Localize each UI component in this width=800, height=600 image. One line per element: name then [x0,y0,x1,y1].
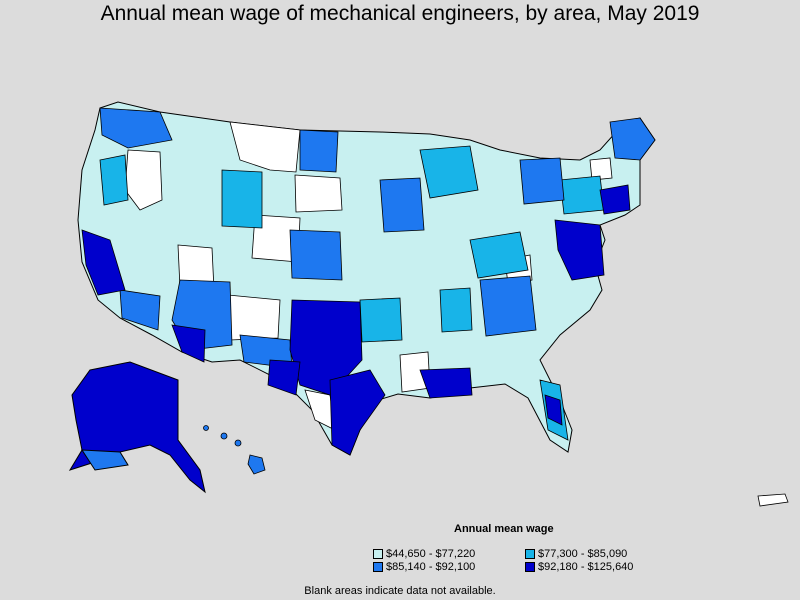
region-tier4 [419,367,473,399]
legend-item: $44,650 - $77,220 [373,548,475,560]
hawaii-island [220,432,228,440]
region-tier4 [544,394,563,426]
region-tier2 [439,287,473,333]
region-tier2 [419,145,479,199]
legend-item: $85,140 - $92,100 [373,561,475,573]
alaska [68,361,206,494]
hawaii-island [234,439,242,447]
hawaii-island [247,454,266,475]
region-no-data [294,174,343,213]
legend-swatch [373,549,383,559]
region-tier3 [99,107,173,149]
region-tier4 [171,324,206,363]
legend-swatch [525,562,535,572]
hawaii-island [203,425,209,431]
region-tier4 [599,184,631,215]
page-title: Annual mean wage of mechanical engineers… [100,2,700,25]
region-tier4 [554,219,605,281]
region-tier2 [469,231,529,279]
legend-item: $92,180 - $125,640 [525,561,633,573]
puerto-rico [757,493,789,507]
region-tier4 [289,299,363,396]
region-no-data [589,157,613,181]
legend-label: $92,180 - $125,640 [538,561,634,573]
region-tier3 [609,117,656,161]
region-no-data [229,121,301,173]
region-tier4 [267,359,301,396]
region-tier2 [359,297,403,343]
region-tier3 [119,289,161,331]
legend-label: $85,140 - $92,100 [386,561,476,573]
footnote: Blank areas indicate data not available. [304,585,496,597]
region-tier2 [99,154,129,206]
alaska-region [81,449,129,471]
region-tier3 [479,275,537,337]
legend-label: $44,650 - $77,220 [386,548,476,560]
region-tier2 [221,169,263,229]
legend-label: $77,300 - $85,090 [538,548,628,560]
legend-item: $77,300 - $85,090 [525,548,627,560]
legend-swatch [373,562,383,572]
region-tier3 [519,157,565,205]
region-tier3 [299,129,339,173]
puerto-rico-shape [757,493,789,507]
hawaii [203,425,266,475]
legend-title: Annual mean wage [454,523,554,535]
region-no-data [227,294,281,341]
region-tier4 [81,229,126,296]
region-tier4 [329,369,386,456]
region-tier3 [379,177,425,233]
region-tier3 [289,229,343,281]
legend-swatch [525,549,535,559]
alaska-shape [68,361,206,494]
wage-regions [81,107,656,456]
region-tier2 [559,175,605,215]
